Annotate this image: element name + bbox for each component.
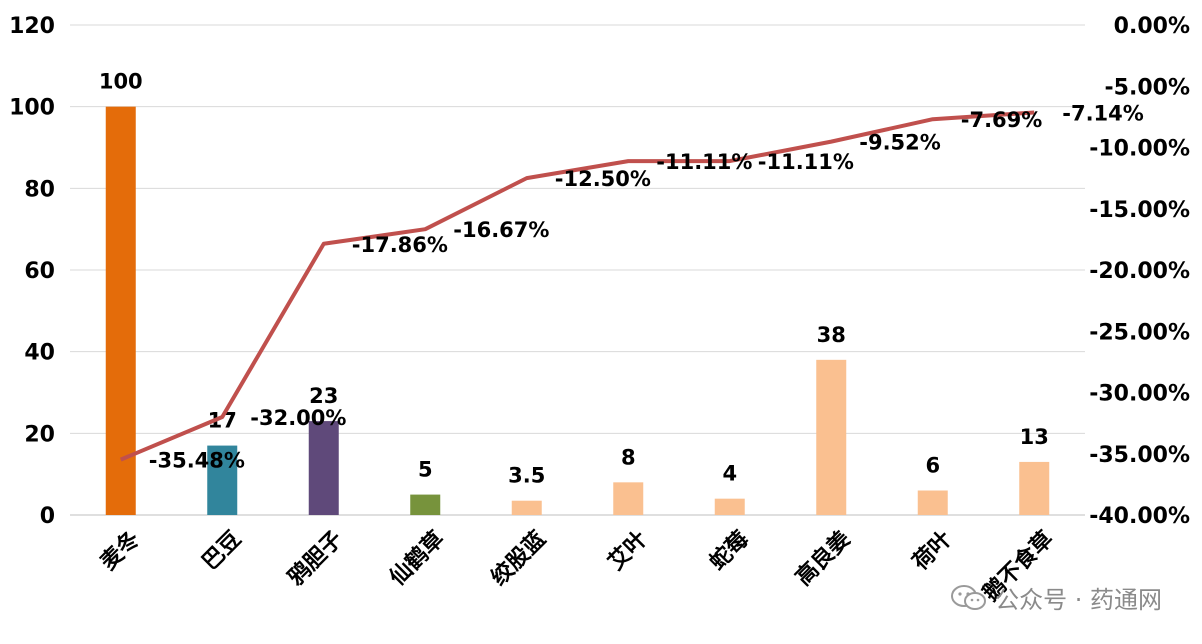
bar-value-label: 38: [817, 323, 846, 347]
left-axis-tick: 0: [40, 504, 55, 529]
bar: [714, 498, 745, 515]
right-axis-tick: -20.00%: [1089, 259, 1190, 284]
bar: [511, 500, 542, 515]
category-label: 荷叶: [908, 527, 957, 576]
bar: [207, 445, 238, 515]
category-label: 巴豆: [198, 527, 247, 576]
left-axis-tick: 100: [9, 96, 55, 121]
category-label: 艾叶: [604, 527, 653, 576]
right-axis-tick: -30.00%: [1089, 382, 1190, 407]
left-axis-tick: 40: [24, 341, 55, 366]
category-label: 蛇莓: [704, 526, 754, 576]
category-label: 高良姜: [790, 526, 855, 591]
left-axis-tick: 120: [9, 14, 55, 39]
category-label: 绞股蓝: [486, 526, 551, 591]
bar-value-label: 5: [418, 458, 433, 482]
line-value-label: -12.50%: [555, 167, 651, 191]
category-label: 麦冬: [95, 526, 145, 576]
left-axis-tick: 60: [24, 259, 55, 284]
bar: [410, 494, 441, 515]
bar: [917, 490, 948, 515]
right-axis-tick: -15.00%: [1089, 198, 1190, 223]
line-value-label: -9.52%: [859, 131, 941, 155]
right-axis-tick: -25.00%: [1089, 320, 1190, 345]
line-value-label: -7.69%: [961, 108, 1043, 132]
bar-value-label: 8: [621, 445, 636, 469]
line-value-label: -35.48%: [149, 449, 245, 473]
line-value-label: -11.11%: [656, 150, 752, 174]
line-value-label: -16.67%: [453, 218, 549, 242]
right-axis-tick: -5.00%: [1105, 75, 1190, 100]
bar: [1019, 461, 1050, 515]
bar: [105, 106, 136, 516]
right-axis-tick: -35.00%: [1089, 443, 1190, 468]
left-axis-tick: 80: [24, 177, 55, 202]
bar-value-label: 23: [309, 384, 338, 408]
bar: [816, 359, 847, 515]
category-label: 鸦胆子: [283, 526, 348, 591]
left-axis-tick: 20: [24, 422, 55, 447]
bar: [308, 421, 339, 515]
watermark-text: 公众号 · 药通网: [995, 586, 1162, 614]
bar-value-label: 13: [1020, 425, 1049, 449]
line-series: [119, 110, 1035, 462]
wechat-icon: [951, 584, 987, 610]
category-label: 仙鹤草: [384, 526, 449, 591]
line-value-label: -17.86%: [352, 233, 448, 257]
right-axis-tick: 0.00%: [1114, 14, 1190, 39]
line-value-label: -32.00%: [250, 406, 346, 430]
bar-value-label: 4: [722, 462, 737, 486]
line-value-label: -7.14%: [1062, 101, 1144, 125]
bar-value-label: 6: [925, 454, 940, 478]
right-axis-tick: -10.00%: [1089, 137, 1190, 162]
watermark: 公众号 · 药通网: [951, 580, 1162, 615]
line-value-label: -11.11%: [758, 150, 854, 174]
bar-value-label: 3.5: [508, 464, 545, 488]
bar: [613, 482, 644, 515]
bar-value-label: 100: [99, 70, 143, 94]
right-axis-tick: -40.00%: [1089, 504, 1190, 529]
